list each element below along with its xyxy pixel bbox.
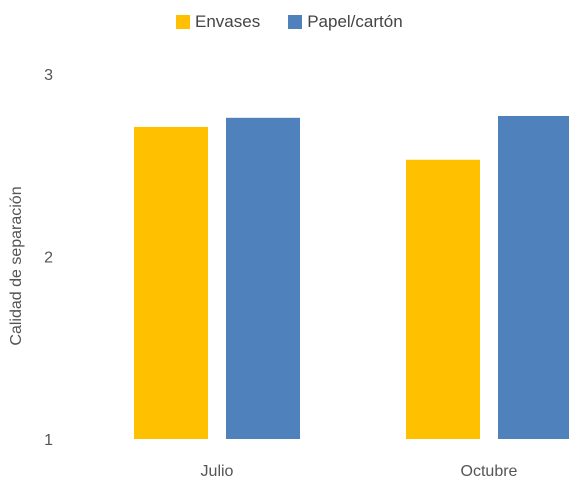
y-tick-label: 1	[44, 432, 53, 449]
y-tick-label: 2	[44, 250, 53, 267]
y-axis-title-group: Calidad de separación	[8, 186, 25, 345]
y-tick-label: 3	[44, 67, 53, 84]
bar-envases-julio	[134, 127, 208, 439]
y-axis-title: Calidad de separación	[8, 186, 25, 345]
bar-papel-carton-julio	[226, 118, 300, 439]
y-ticks: 1 2 3	[44, 67, 53, 449]
x-category-label: Octubre	[461, 463, 518, 479]
x-labels: Julio Octubre	[201, 463, 518, 479]
bar-envases-octubre	[406, 160, 480, 439]
bars	[134, 116, 569, 439]
x-category-label: Julio	[201, 463, 234, 479]
bar-papel-carton-octubre	[498, 116, 569, 439]
